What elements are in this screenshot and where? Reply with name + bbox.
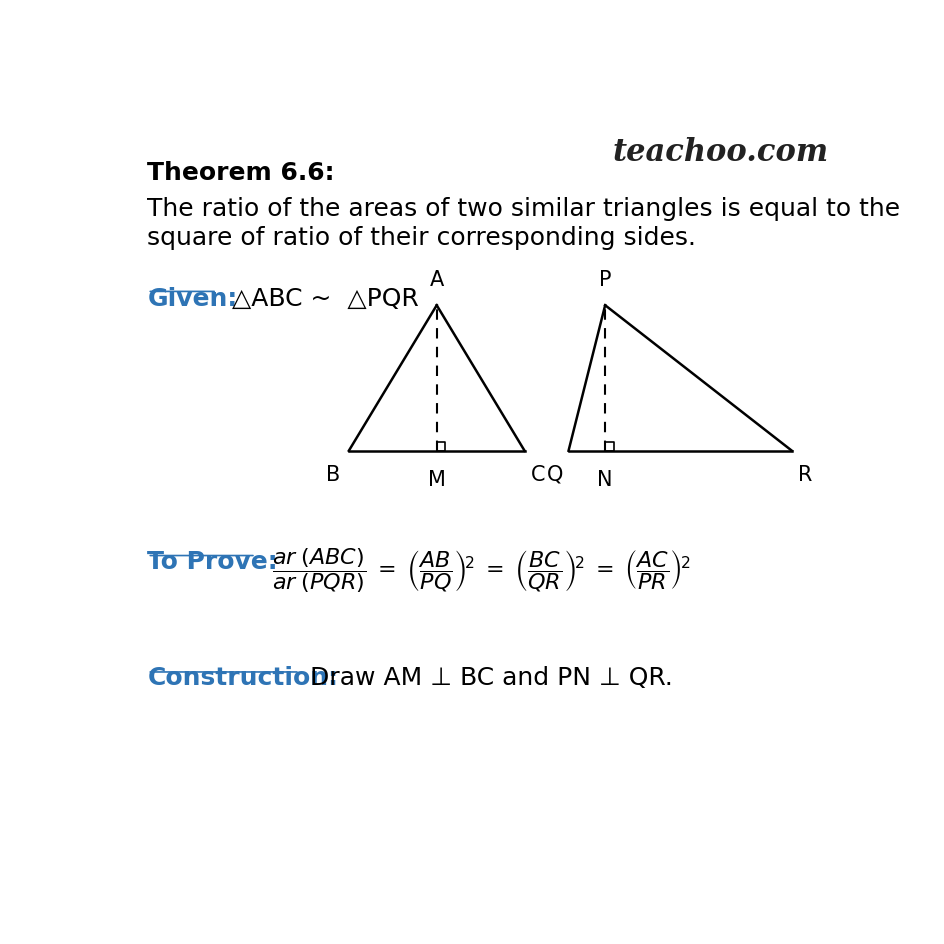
Text: R: R: [797, 464, 812, 484]
Text: The ratio of the areas of two similar triangles is equal to the: The ratio of the areas of two similar tr…: [147, 197, 900, 221]
Text: B: B: [326, 464, 340, 484]
Text: Q: Q: [547, 464, 563, 484]
Text: To Prove:: To Prove:: [147, 549, 278, 573]
Text: P: P: [598, 270, 611, 290]
Text: N: N: [597, 469, 613, 489]
Text: Theorem 6.6:: Theorem 6.6:: [147, 160, 334, 184]
Text: C: C: [530, 464, 545, 484]
Text: Draw AM ⊥ BC and PN ⊥ QR.: Draw AM ⊥ BC and PN ⊥ QR.: [310, 666, 672, 690]
Text: Given:: Given:: [147, 286, 238, 311]
Text: △ABC ~  △PQR: △ABC ~ △PQR: [231, 286, 418, 311]
Text: M: M: [428, 469, 446, 489]
Text: teachoo.com: teachoo.com: [612, 137, 828, 167]
Text: $\dfrac{ar\;(ABC)}{ar\;(PQR)}$$\;=\;\left(\dfrac{AB}{PQ}\right)^{\!2}$$\;=\;\lef: $\dfrac{ar\;(ABC)}{ar\;(PQR)}$$\;=\;\lef…: [272, 546, 689, 595]
Text: square of ratio of their corresponding sides.: square of ratio of their corresponding s…: [147, 226, 696, 250]
Text: A: A: [430, 270, 444, 290]
Text: Construction:: Construction:: [147, 666, 338, 690]
